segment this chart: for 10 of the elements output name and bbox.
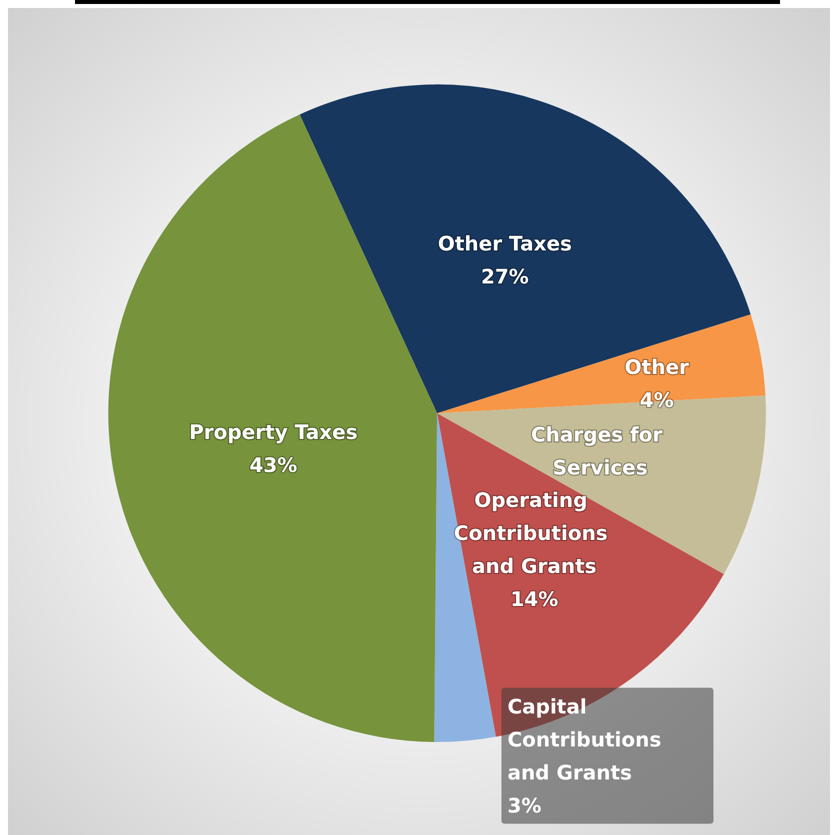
data-label: 4% — [640, 388, 674, 412]
slice-label: Charges for Services — [530, 422, 670, 480]
data-label: 14% — [510, 587, 558, 612]
slice-label: Other Taxes — [438, 232, 572, 256]
data-label: 3% — [507, 793, 542, 818]
slice-label: Other — [624, 354, 690, 379]
slice-label: Capital Contributions and Grants — [507, 694, 668, 784]
slice-label: Property Taxes — [189, 420, 358, 444]
data-label: 27% — [480, 264, 529, 289]
data-label: 43% — [249, 452, 298, 477]
